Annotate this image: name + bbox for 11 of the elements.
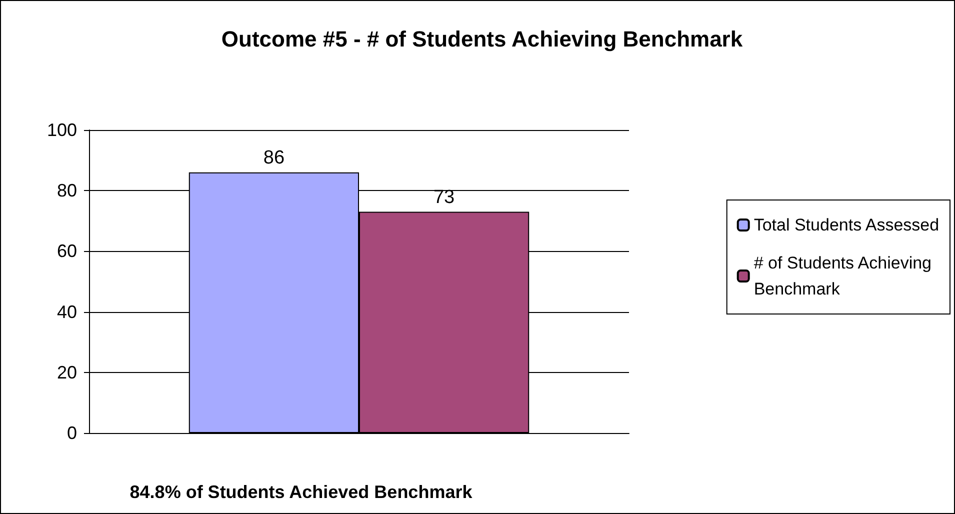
y-tick-label: 0 — [66, 423, 77, 443]
x-axis-title: 84.8% of Students Achieved Benchmark — [130, 482, 474, 502]
y-tick-label: 20 — [56, 362, 77, 382]
legend-label: Total Students Assessed — [754, 216, 940, 234]
data-label: 86 — [263, 147, 285, 168]
legend-label: # of Students Achieving Benchmark — [754, 254, 932, 298]
chart-title: Outcome #5 - # of Students Achieving Benchmark — [221, 26, 744, 52]
y-tick-label: 100 — [46, 120, 77, 140]
y-tick-label: 60 — [56, 241, 77, 262]
y-tick-label: 40 — [56, 302, 77, 322]
y-tick-label: 80 — [56, 180, 77, 201]
